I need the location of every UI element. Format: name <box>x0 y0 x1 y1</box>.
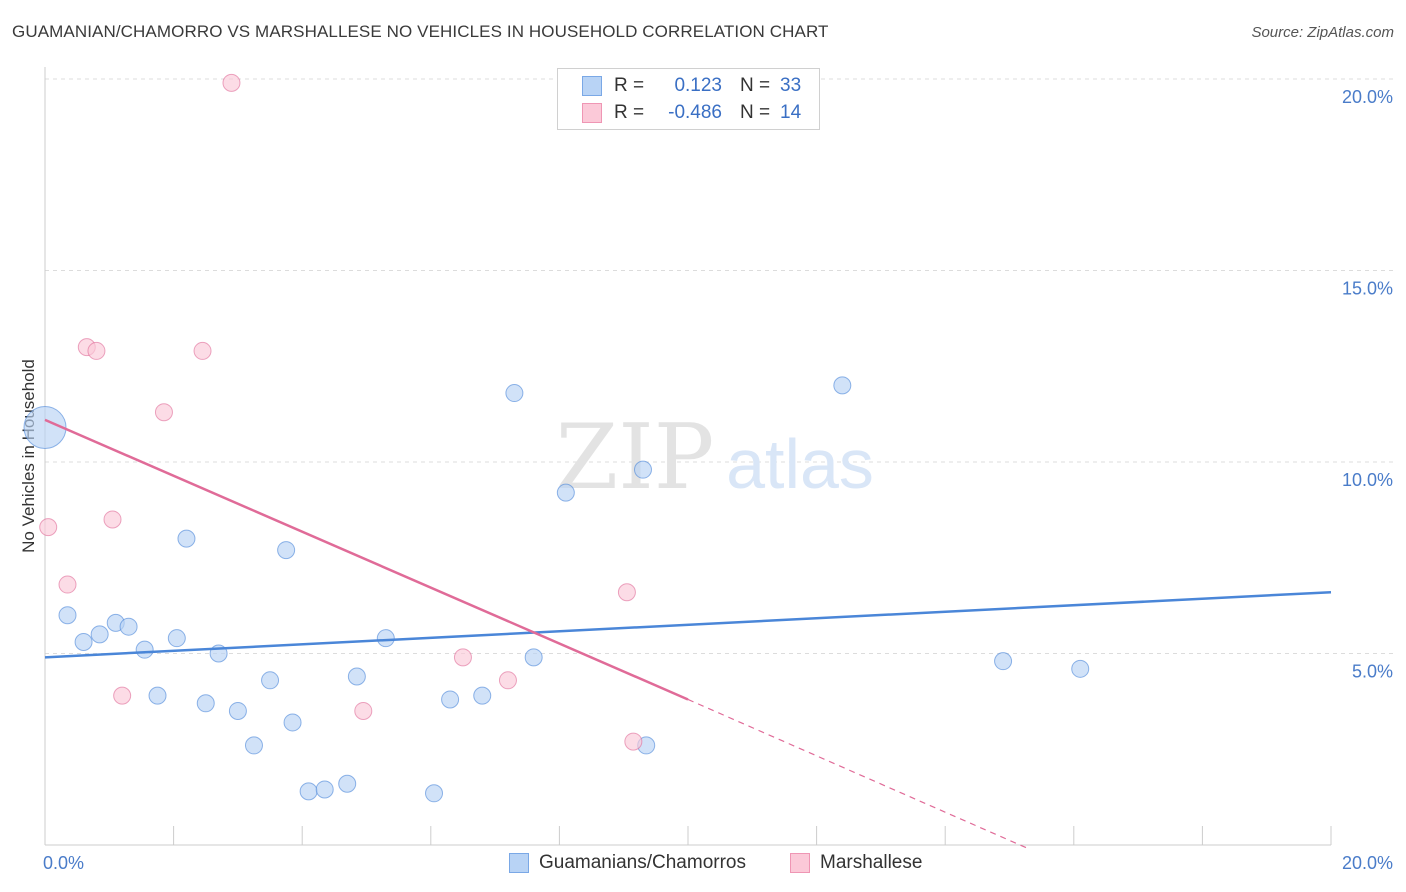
y-tick-label: 15.0% <box>1342 279 1393 299</box>
point-guamanian <box>994 652 1013 671</box>
series-label-guamanian: Guamanians/Chamorros <box>539 852 746 873</box>
point-marshallese <box>103 510 122 529</box>
series-swatch-marshallese <box>790 853 810 873</box>
legend-n-label: N = <box>740 75 771 96</box>
legend-r-label: R = <box>614 102 645 123</box>
point-guamanian <box>299 782 318 801</box>
point-marshallese <box>87 341 106 360</box>
series-legend: Guamanians/Chamorros Marshallese <box>0 852 1406 876</box>
legend-swatch-guamanian <box>582 76 602 96</box>
x-tick-label: 20.0% <box>1342 853 1393 873</box>
point-marshallese <box>453 648 472 667</box>
point-marshallese <box>193 341 212 360</box>
y-axis-label: No Vehicles in Household <box>19 359 38 553</box>
legend-n-value: 33 <box>780 75 802 96</box>
point-guamanian <box>277 541 296 560</box>
point-marshallese <box>39 518 58 537</box>
point-marshallese <box>58 575 77 594</box>
legend-n-label: N = <box>740 102 771 123</box>
data-points <box>23 73 1090 803</box>
legend-row-marshallese: R = -0.486 N = 14 <box>582 101 801 125</box>
point-guamanian <box>833 376 852 395</box>
point-guamanian <box>74 633 93 652</box>
point-guamanian <box>228 701 247 720</box>
point-guamanian <box>261 671 280 690</box>
series-legend-guamanian: Guamanians/Chamorros <box>509 852 746 874</box>
trend-lines <box>44 418 1332 850</box>
point-marshallese <box>113 686 132 705</box>
point-guamanian <box>58 606 77 625</box>
point-guamanian <box>167 629 186 648</box>
legend-r-value: 0.123 <box>674 75 722 96</box>
point-guamanian <box>23 406 67 450</box>
y-tick-label: 20.0% <box>1342 87 1393 107</box>
legend-swatch-marshallese <box>582 103 602 123</box>
legend-row-guamanian: R = 0.123 N = 33 <box>582 74 801 98</box>
point-marshallese <box>498 671 517 690</box>
source-credit: Source: ZipAtlas.com <box>1251 24 1394 41</box>
watermark-atlas: atlas <box>726 425 874 503</box>
point-guamanian <box>90 625 109 644</box>
point-guamanian <box>135 640 154 659</box>
legend-n-value: 14 <box>780 102 802 123</box>
series-swatch-guamanian <box>509 853 529 873</box>
watermark-zip: ZIP <box>556 405 715 510</box>
y-tick-label: 10.0% <box>1342 470 1393 490</box>
point-marshallese <box>624 732 643 751</box>
point-guamanian <box>119 617 138 636</box>
series-legend-marshallese: Marshallese <box>790 852 922 874</box>
tick-labels: 5.0% 10.0% 15.0% 20.0% 0.0% 20.0% <box>43 87 1393 873</box>
point-marshallese <box>617 583 636 602</box>
point-guamanian <box>425 784 444 803</box>
point-guamanian <box>524 648 543 667</box>
point-guamanian <box>283 713 302 732</box>
point-guamanian <box>556 483 575 502</box>
point-guamanian <box>633 460 652 479</box>
axes <box>44 67 1332 846</box>
legend-r-value: -0.486 <box>668 102 722 123</box>
point-guamanian <box>376 629 395 648</box>
trend-line-guamanian <box>44 590 1332 659</box>
point-guamanian <box>315 780 334 799</box>
point-guamanian <box>473 686 492 705</box>
point-marshallese <box>222 73 241 92</box>
series-label-marshallese: Marshallese <box>820 852 923 873</box>
trend-line-marshallese <box>44 418 689 701</box>
point-guamanian <box>177 529 196 548</box>
point-guamanian <box>338 774 357 793</box>
point-marshallese <box>154 403 173 422</box>
legend-r-label: R = <box>614 75 645 96</box>
point-guamanian <box>1071 659 1090 678</box>
point-guamanian <box>196 694 215 713</box>
point-guamanian <box>148 686 167 705</box>
point-guamanian <box>441 690 460 709</box>
chart-title: GUAMANIAN/CHAMORRO VS MARSHALLESE NO VEH… <box>12 22 829 41</box>
grid-lines <box>45 78 1393 654</box>
correlation-legend: R = 0.123 N = 33 R = -0.486 N = 14 <box>557 68 820 130</box>
trend-line-marshallese-extension <box>687 698 1030 850</box>
point-guamanian <box>347 667 366 686</box>
watermark: ZIP atlas <box>556 405 874 510</box>
point-guamanian <box>244 736 263 755</box>
y-tick-label: 5.0% <box>1352 662 1393 682</box>
point-guamanian <box>505 384 524 403</box>
x-tick-label: 0.0% <box>43 853 84 873</box>
point-marshallese <box>354 701 373 720</box>
